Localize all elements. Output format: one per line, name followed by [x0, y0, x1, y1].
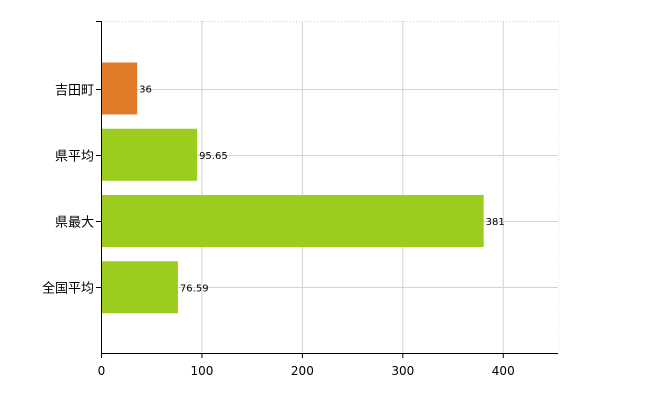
data-label-0: 36 — [139, 85, 152, 96]
category-label-3: 全国平均 — [42, 281, 94, 297]
axes-group — [96, 21, 558, 358]
x-tick-label-3: 300 — [391, 364, 414, 378]
data-label-1: 95.65 — [199, 151, 228, 162]
x-tick-label-0: 0 — [98, 364, 106, 378]
x-tick-label-4: 400 — [492, 364, 515, 378]
category-label-1: 県平均 — [55, 150, 94, 165]
bar-3 — [102, 261, 178, 314]
category-label-2: 県最大 — [55, 216, 94, 231]
data-label-2: 381 — [486, 217, 505, 228]
x-tick-label-1: 100 — [190, 364, 213, 378]
bar-1 — [102, 128, 198, 181]
data-label-3: 76.59 — [180, 283, 209, 294]
bars-group — [102, 62, 484, 314]
bar-0 — [102, 62, 138, 115]
category-label-0: 吉田町 — [55, 84, 94, 99]
labels-group: 36 95.65 381 76.59 0 100 200 300 400 吉田町県平均県最大全国平… — [42, 84, 515, 379]
x-tick-label-2: 200 — [291, 364, 314, 378]
bar-2 — [102, 195, 484, 247]
